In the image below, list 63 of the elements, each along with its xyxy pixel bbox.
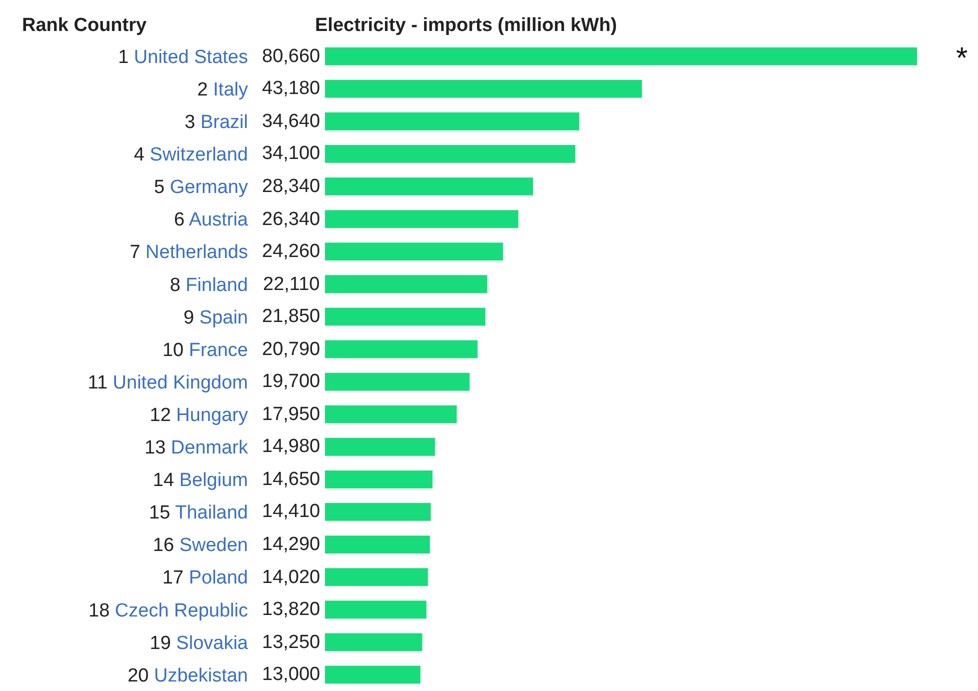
y-axis-title: Rank Country — [22, 15, 147, 36]
bar — [325, 144, 576, 163]
y-tick-label: 17 Poland — [162, 568, 248, 589]
y-tick-label: 1 United States — [118, 46, 248, 68]
bar — [325, 372, 470, 391]
bar — [325, 633, 422, 652]
data-label: 14,290 — [262, 534, 320, 555]
y-tick-label: 16 Sweden — [152, 535, 248, 556]
data-label: 14,650 — [262, 469, 320, 490]
y-tick-label: 20 Uzbekistan — [128, 665, 248, 686]
y-tick-label: 9 Spain — [184, 307, 248, 328]
y-tick-label: 18 Czech Republic — [88, 600, 248, 622]
bar — [325, 275, 488, 294]
y-tick-label: 10 France — [162, 340, 248, 361]
bar — [325, 308, 486, 326]
data-label: 13,250 — [262, 632, 320, 653]
data-label: 34,100 — [262, 143, 320, 164]
bar — [325, 340, 478, 358]
data-label: 13,820 — [262, 599, 320, 620]
data-label: 28,340 — [262, 176, 320, 197]
y-tick-label: 5 Germany — [154, 177, 248, 198]
bar — [325, 405, 457, 424]
chart-title: Electricity - imports (million kWh) — [315, 15, 617, 36]
data-label: 21,850 — [262, 306, 320, 327]
bar — [325, 666, 420, 684]
bar — [325, 470, 433, 488]
data-label: 22,110 — [263, 274, 320, 295]
data-label: 20,790 — [262, 339, 320, 360]
bar — [325, 242, 504, 261]
y-tick-label: 2 Italy — [197, 79, 248, 100]
text: * — [956, 42, 968, 75]
data-label: 43,180 — [262, 78, 320, 99]
y-tick-label: 11 United Kingdom — [88, 372, 248, 394]
y-tick-label: 12 Hungary — [150, 404, 248, 426]
data-label: 19,700 — [262, 371, 320, 392]
bar — [325, 47, 918, 66]
y-tick-label: 13 Denmark — [144, 438, 248, 459]
bar — [325, 80, 642, 98]
bar — [325, 568, 428, 586]
y-tick-label: 3 Brazil — [184, 112, 248, 134]
y-tick-label: 4 Switzerland — [134, 144, 248, 166]
bar — [325, 503, 431, 521]
bar — [325, 536, 430, 554]
bar — [325, 178, 534, 196]
bar — [325, 438, 435, 456]
data-label: 17,950 — [262, 404, 320, 425]
y-tick-label: 7 Netherlands — [130, 242, 248, 264]
data-label: 80,660 — [262, 46, 320, 67]
bar — [325, 112, 580, 130]
y-tick-label: 15 Thailand — [149, 502, 248, 524]
data-label: 34,640 — [262, 111, 320, 132]
bar — [325, 600, 426, 619]
y-tick-label: 19 Slovakia — [150, 632, 248, 654]
y-tick-label: 8 Finland — [170, 274, 248, 296]
data-label: 13,000 — [262, 664, 320, 685]
data-label: 24,260 — [262, 241, 320, 262]
data-label: 14,410 — [262, 501, 320, 522]
data-label: 14,020 — [262, 567, 320, 588]
bar — [325, 210, 518, 228]
data-label: 14,980 — [262, 436, 320, 457]
y-tick-label: 6 Austria — [174, 210, 248, 231]
y-tick-label: 14 Belgium — [152, 470, 248, 492]
data-label: 26,340 — [262, 209, 320, 230]
